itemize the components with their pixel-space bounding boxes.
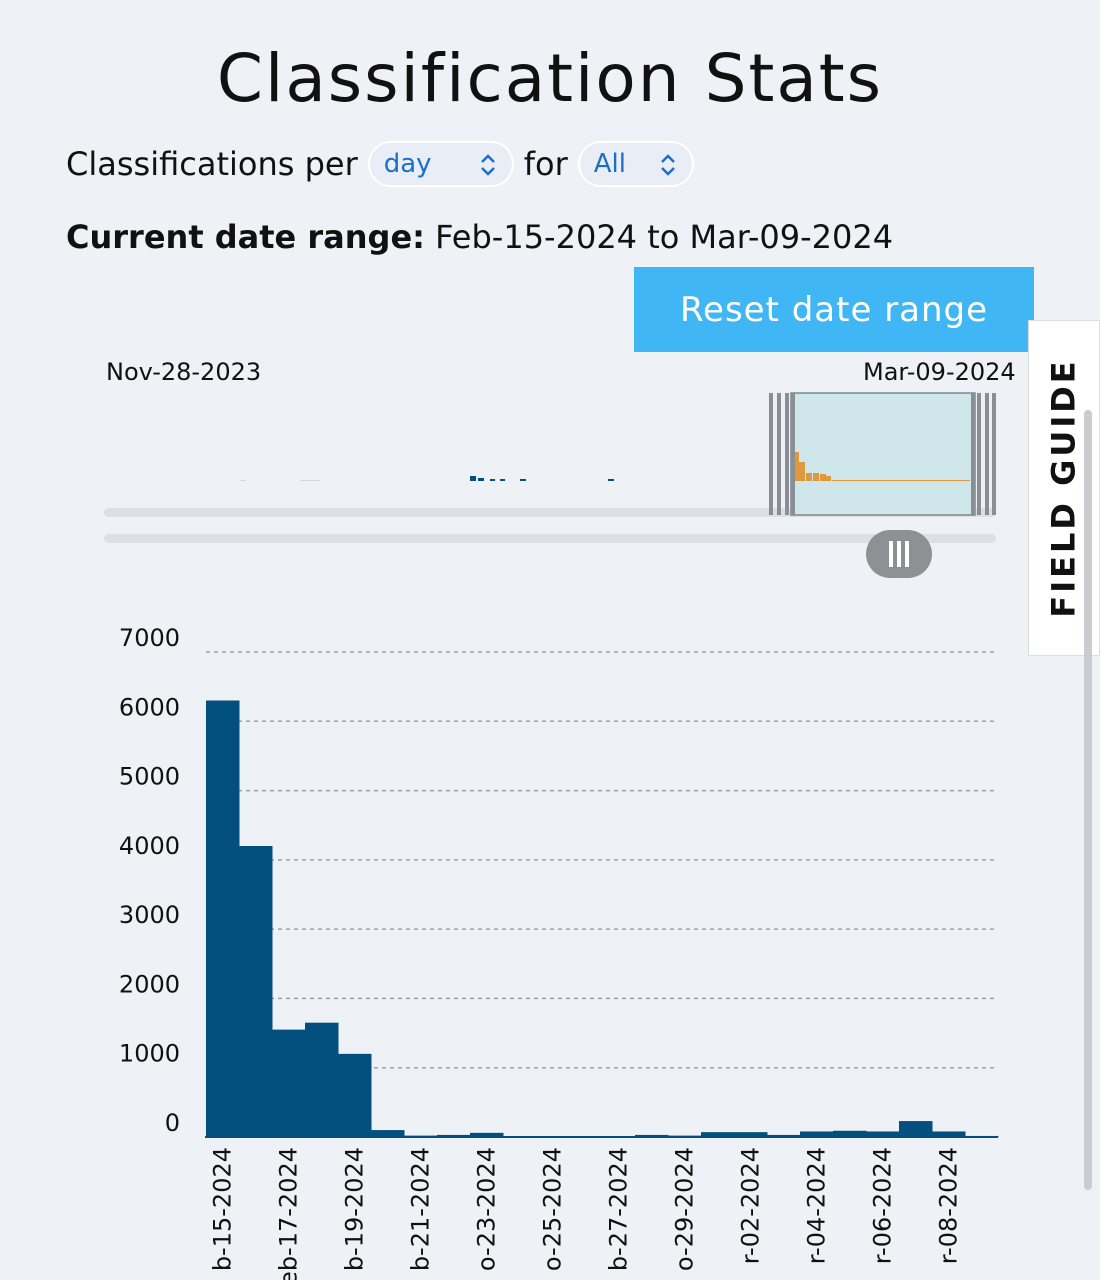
chevron-up-down-icon	[660, 154, 675, 176]
bar[interactable]	[239, 846, 273, 1137]
workflow-select-value: All	[593, 149, 626, 179]
interval-select-value: day	[383, 149, 432, 179]
y-tick-label: 7000	[119, 624, 180, 652]
x-tick-label: r-04-2024	[803, 1147, 831, 1264]
bar[interactable]	[338, 1053, 372, 1137]
grid-lines	[206, 651, 998, 1069]
y-tick-label: 4000	[119, 832, 180, 860]
x-tick-label: eb-17-2024	[275, 1147, 303, 1280]
page-scrollbar[interactable]	[1084, 410, 1092, 1190]
workflow-select[interactable]: All	[577, 141, 694, 187]
bar[interactable]	[734, 1132, 768, 1137]
y-tick-label: 1000	[119, 1040, 180, 1068]
y-tick-label: 2000	[119, 970, 180, 998]
for-label: for	[523, 145, 568, 183]
field-guide-label: FIELD GUIDE	[1045, 358, 1084, 618]
x-tick-label: b-19-2024	[341, 1147, 369, 1271]
bar[interactable]	[470, 1132, 504, 1137]
x-tick-label: o-29-2024	[671, 1147, 699, 1271]
bar[interactable]	[437, 1134, 471, 1137]
bar[interactable]	[833, 1130, 867, 1137]
x-axis-ticks: b-15-2024 eb-17-2024 b-19-2024 b-21-2024 o-2…	[209, 1147, 963, 1280]
per-label: Classifications per	[66, 145, 358, 183]
bar[interactable]	[272, 1029, 306, 1137]
x-tick-label: r-08-2024	[935, 1147, 963, 1264]
x-tick-label: o-25-2024	[539, 1147, 567, 1271]
page-title: Classification Stats	[216, 40, 884, 117]
navigator-mini-bars	[240, 476, 614, 481]
navigator-start-label: Nov-28-2023	[106, 358, 262, 386]
chevron-up-down-icon	[480, 154, 495, 176]
per-controls-row: Classifications per day for All	[66, 138, 694, 190]
navigator-right-handle[interactable]	[971, 393, 996, 515]
navigator-end-label: Mar-09-2024	[863, 358, 1016, 386]
reset-date-range-button[interactable]: Reset date range	[634, 267, 1034, 352]
bar[interactable]	[899, 1121, 933, 1137]
navigator-selected-bars	[795, 452, 970, 481]
bars	[206, 700, 999, 1138]
current-date-range: Current date range: Feb-15-2024 to Mar-0…	[66, 218, 893, 256]
bar[interactable]	[701, 1132, 735, 1137]
range-value: Feb-15-2024 to Mar-09-2024	[435, 218, 894, 256]
x-tick-label: b-27-2024	[605, 1147, 633, 1271]
bar[interactable]	[635, 1134, 669, 1137]
y-axis-ticks: 0 1000 2000 3000 4000 5000 6000 7000	[119, 624, 180, 1137]
drag-handle-icon[interactable]	[866, 530, 932, 578]
x-tick-label: o-23-2024	[473, 1147, 501, 1271]
navigator-scroll-track[interactable]	[104, 534, 996, 543]
bar[interactable]	[371, 1130, 405, 1137]
bar[interactable]	[866, 1131, 900, 1137]
x-tick-label: r-06-2024	[869, 1147, 897, 1264]
navigator-selection[interactable]	[790, 392, 976, 516]
navigator-chart[interactable]	[0, 0, 1100, 600]
bar[interactable]	[206, 700, 240, 1138]
x-tick-label: b-21-2024	[407, 1147, 435, 1271]
navigator-left-handle[interactable]	[769, 393, 795, 515]
range-label: Current date range:	[66, 218, 425, 256]
bar[interactable]	[932, 1131, 966, 1137]
bar[interactable]	[800, 1131, 834, 1137]
x-tick-label: r-02-2024	[737, 1147, 765, 1264]
y-tick-label: 5000	[119, 763, 180, 791]
y-tick-label: 6000	[119, 693, 180, 721]
x-tick-label: b-15-2024	[209, 1147, 237, 1271]
y-tick-label: 3000	[119, 901, 180, 929]
bar[interactable]	[305, 1022, 339, 1137]
interval-select[interactable]: day	[367, 141, 514, 187]
bar[interactable]	[767, 1134, 801, 1137]
y-tick-label: 0	[165, 1109, 180, 1137]
